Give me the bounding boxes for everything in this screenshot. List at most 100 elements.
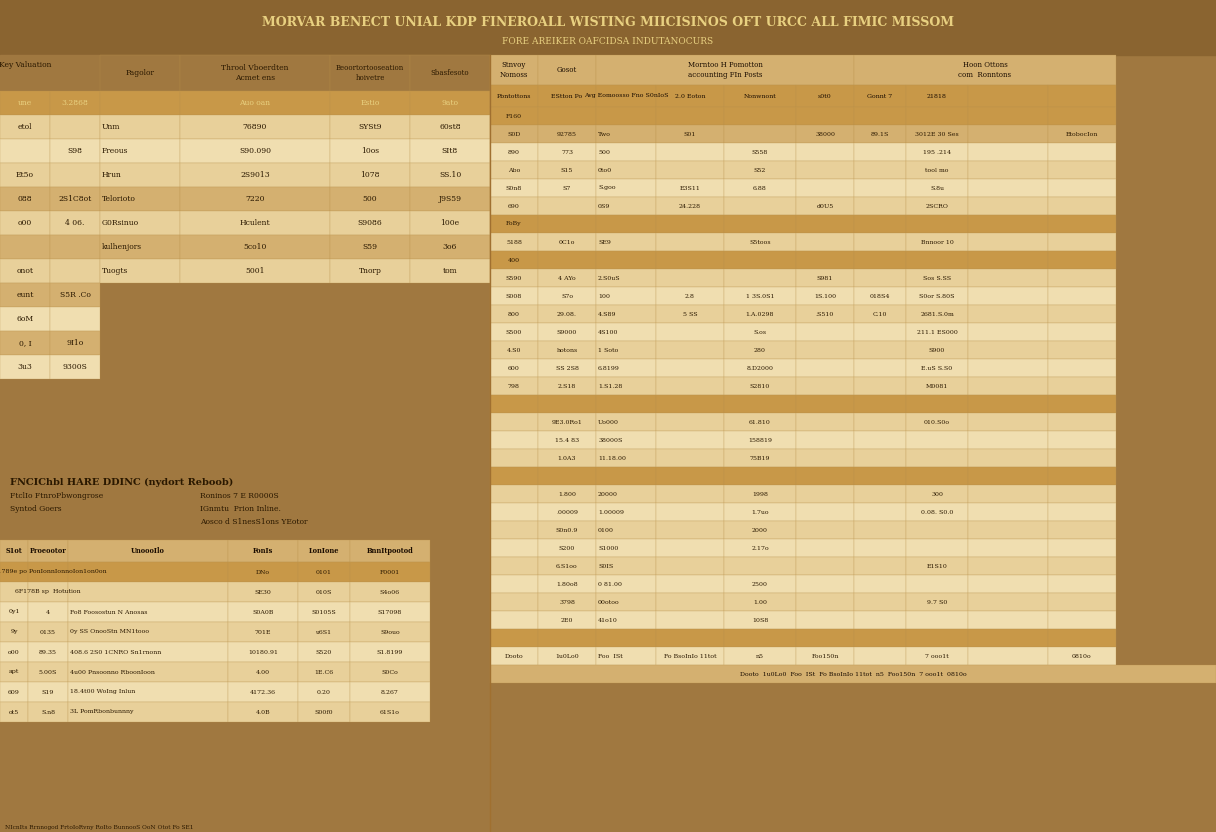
- Text: 4.00: 4.00: [255, 670, 270, 675]
- Text: 1.80o8: 1.80o8: [556, 582, 578, 587]
- Bar: [229, 682, 298, 702]
- Text: 300: 300: [931, 492, 942, 497]
- Text: SE9: SE9: [598, 240, 610, 245]
- Text: hotons: hotons: [557, 348, 578, 353]
- Bar: [655, 503, 724, 521]
- Text: 11.18.00: 11.18.00: [598, 455, 626, 460]
- Bar: [1048, 215, 1116, 233]
- Bar: [968, 305, 1048, 323]
- Text: 211.1 ES000: 211.1 ES000: [917, 329, 957, 334]
- Bar: [100, 91, 180, 115]
- Bar: [330, 211, 410, 235]
- Bar: [796, 395, 854, 413]
- Bar: [1048, 539, 1116, 557]
- Text: 0.08. S0.0: 0.08. S0.0: [921, 509, 953, 514]
- Bar: [537, 197, 596, 215]
- Bar: [229, 662, 298, 682]
- Bar: [0, 115, 50, 139]
- Bar: [1048, 449, 1116, 467]
- Bar: [596, 215, 655, 233]
- Bar: [796, 287, 854, 305]
- Bar: [1048, 467, 1116, 485]
- Bar: [854, 125, 906, 143]
- Text: S90.090: S90.090: [240, 147, 271, 155]
- Bar: [28, 582, 68, 602]
- Text: FORE AREIKER OAFCIDSA INDUTANOCURS: FORE AREIKER OAFCIDSA INDUTANOCURS: [502, 37, 714, 47]
- Bar: [68, 702, 229, 722]
- Text: S0n8: S0n8: [506, 186, 522, 191]
- Bar: [350, 682, 430, 702]
- Bar: [655, 521, 724, 539]
- Bar: [490, 287, 537, 305]
- Bar: [537, 557, 596, 575]
- Bar: [298, 682, 350, 702]
- Bar: [298, 702, 350, 722]
- Text: Fo BsoInIo 11tot: Fo BsoInIo 11tot: [664, 653, 716, 658]
- Text: 5.00S: 5.00S: [39, 670, 57, 675]
- Text: 6F178B sp  Hotution: 6F178B sp Hotution: [15, 590, 80, 595]
- Bar: [298, 622, 350, 642]
- Text: Foo  ISt: Foo ISt: [598, 653, 623, 658]
- Bar: [968, 107, 1048, 125]
- Bar: [796, 647, 854, 665]
- Bar: [410, 187, 490, 211]
- Text: Morntoo H Pomotton
accounting FIn Posts: Morntoo H Pomotton accounting FIn Posts: [687, 62, 762, 78]
- Bar: [655, 85, 724, 107]
- Bar: [968, 179, 1048, 197]
- Text: 2.17o: 2.17o: [751, 546, 769, 551]
- Text: o00: o00: [18, 219, 32, 227]
- Bar: [968, 449, 1048, 467]
- Bar: [854, 521, 906, 539]
- Text: 5co10: 5co10: [243, 243, 266, 251]
- Bar: [490, 215, 537, 233]
- Bar: [298, 602, 350, 622]
- Text: 4S100: 4S100: [598, 329, 619, 334]
- Bar: [724, 85, 796, 107]
- Bar: [796, 629, 854, 647]
- Bar: [655, 323, 724, 341]
- Bar: [100, 163, 180, 187]
- Bar: [968, 215, 1048, 233]
- Bar: [906, 611, 968, 629]
- Text: u6S1: u6S1: [316, 630, 332, 635]
- Bar: [854, 449, 906, 467]
- Bar: [0, 540, 28, 562]
- Bar: [0, 283, 50, 307]
- Text: S59: S59: [362, 243, 377, 251]
- Bar: [229, 540, 298, 562]
- Bar: [0, 235, 50, 259]
- Bar: [1048, 377, 1116, 395]
- Text: F160: F160: [506, 113, 522, 118]
- Text: S900: S900: [929, 348, 945, 353]
- Bar: [50, 163, 100, 187]
- Bar: [796, 485, 854, 503]
- Bar: [968, 521, 1048, 539]
- Bar: [724, 215, 796, 233]
- Bar: [330, 187, 410, 211]
- Bar: [724, 359, 796, 377]
- Text: S0Co: S0Co: [382, 670, 399, 675]
- Bar: [180, 187, 330, 211]
- Bar: [68, 622, 229, 642]
- Text: 3012E 30 Ses: 3012E 30 Ses: [916, 131, 959, 136]
- Bar: [0, 682, 28, 702]
- Bar: [298, 562, 350, 582]
- Bar: [50, 115, 100, 139]
- Bar: [537, 467, 596, 485]
- Text: C.10: C.10: [873, 311, 888, 316]
- Bar: [724, 305, 796, 323]
- Bar: [537, 287, 596, 305]
- Text: une: une: [18, 99, 32, 107]
- Bar: [28, 622, 68, 642]
- Text: S5R .Co: S5R .Co: [60, 291, 90, 299]
- Text: 9300S: 9300S: [62, 363, 88, 371]
- Bar: [1048, 593, 1116, 611]
- Text: 600: 600: [508, 365, 520, 370]
- Text: 1S.100: 1S.100: [814, 294, 837, 299]
- Bar: [537, 395, 596, 413]
- Bar: [854, 85, 906, 107]
- Bar: [0, 602, 28, 622]
- Bar: [537, 449, 596, 467]
- Bar: [28, 702, 68, 722]
- Text: 6.88: 6.88: [753, 186, 767, 191]
